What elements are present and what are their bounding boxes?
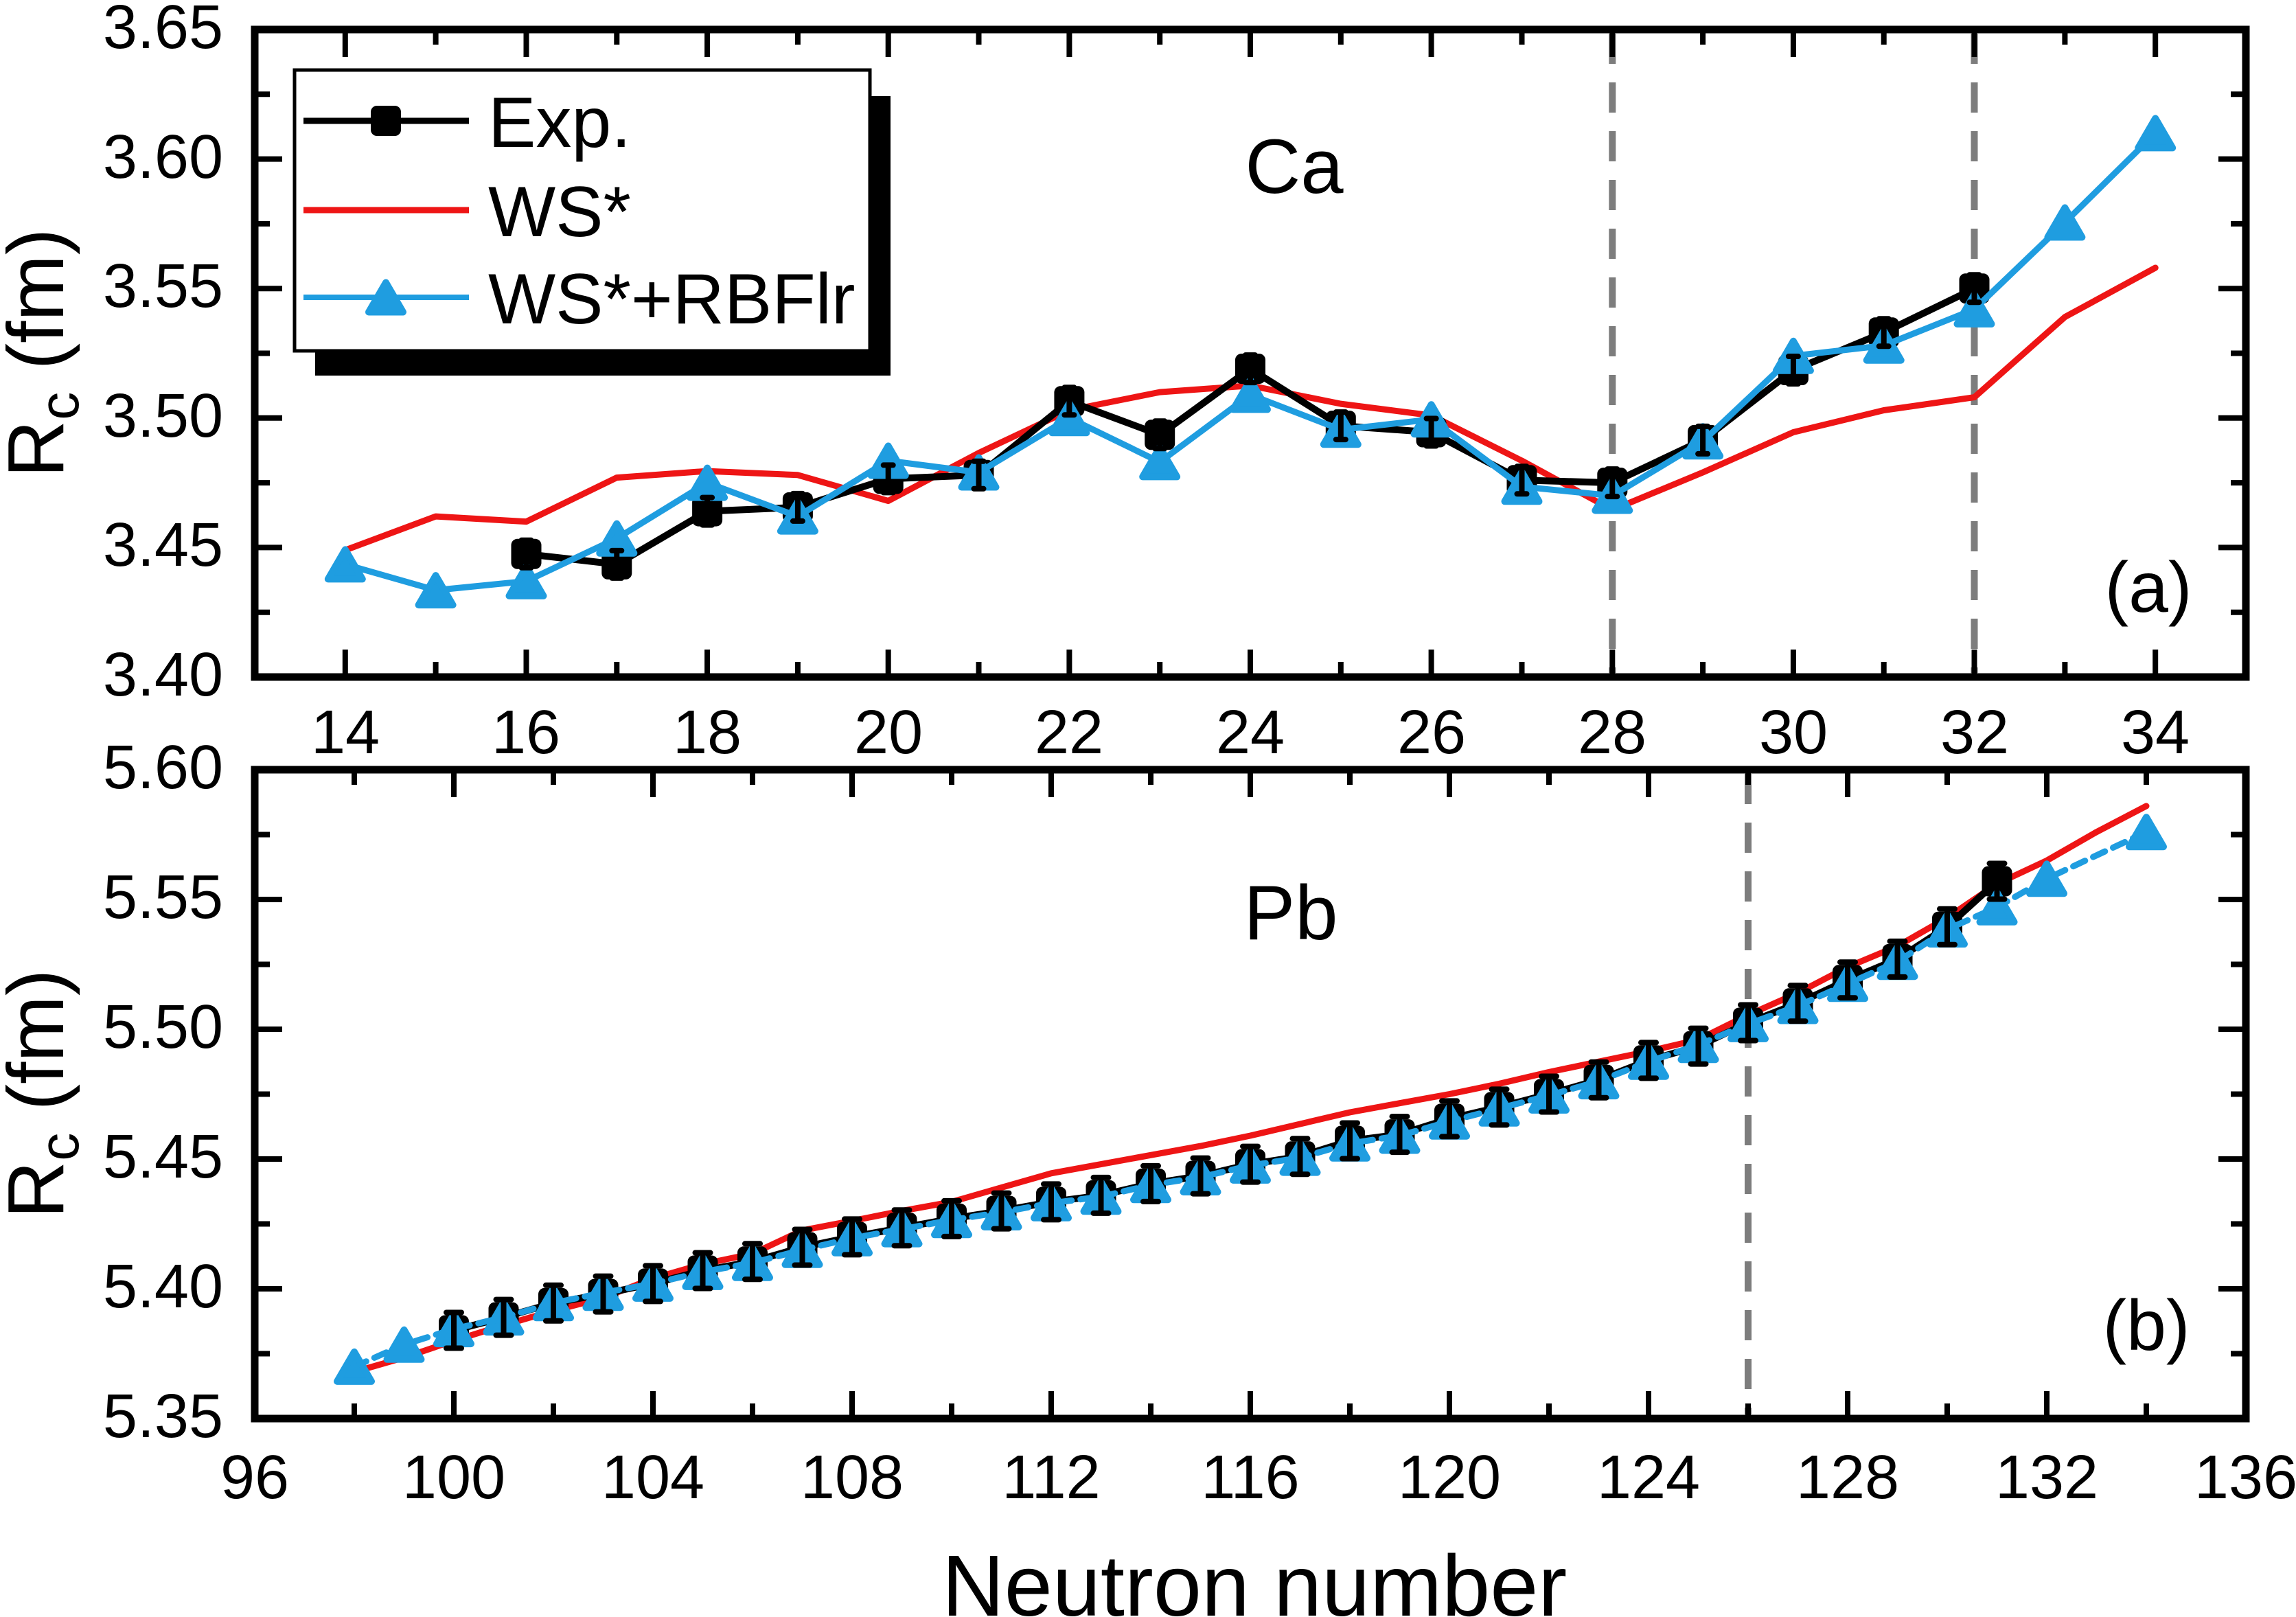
svg-text:Rc (fm): Rc (fm) <box>0 228 91 477</box>
svg-text:5.55: 5.55 <box>103 863 223 932</box>
svg-text:Ca: Ca <box>1245 124 1344 209</box>
svg-text:128: 128 <box>1796 1443 1899 1512</box>
svg-text:18: 18 <box>673 698 742 767</box>
svg-text:3.50: 3.50 <box>103 382 223 450</box>
svg-text:3.45: 3.45 <box>103 511 223 580</box>
svg-text:Rc (fm): Rc (fm) <box>0 969 91 1218</box>
svg-text:5.35: 5.35 <box>103 1382 223 1451</box>
svg-text:120: 120 <box>1398 1443 1501 1512</box>
svg-text:3.40: 3.40 <box>103 641 223 709</box>
svg-text:5.50: 5.50 <box>103 993 223 1062</box>
svg-text:WS*: WS* <box>488 172 631 252</box>
svg-text:16: 16 <box>492 698 560 767</box>
svg-text:5.40: 5.40 <box>103 1252 223 1321</box>
svg-text:104: 104 <box>601 1443 704 1512</box>
svg-text:(a): (a) <box>2104 548 2192 628</box>
svg-text:124: 124 <box>1597 1443 1700 1512</box>
svg-text:WS*+RBFlr: WS*+RBFlr <box>488 260 855 339</box>
svg-text:136: 136 <box>2194 1443 2296 1512</box>
svg-text:Exp.: Exp. <box>488 83 631 163</box>
svg-text:132: 132 <box>1995 1443 2098 1512</box>
svg-text:100: 100 <box>402 1443 505 1512</box>
svg-text:34: 34 <box>2121 698 2190 767</box>
svg-text:24: 24 <box>1216 698 1285 767</box>
svg-text:96: 96 <box>220 1443 289 1512</box>
svg-text:28: 28 <box>1578 698 1646 767</box>
svg-text:3.65: 3.65 <box>103 0 223 62</box>
svg-text:(b): (b) <box>2102 1286 2190 1366</box>
svg-text:116: 116 <box>1201 1443 1299 1512</box>
svg-text:20: 20 <box>854 698 923 767</box>
svg-text:14: 14 <box>311 698 380 767</box>
svg-text:108: 108 <box>801 1443 904 1512</box>
svg-text:3.55: 3.55 <box>103 252 223 321</box>
svg-text:112: 112 <box>1002 1443 1100 1512</box>
svg-text:Pb: Pb <box>1244 870 1338 956</box>
svg-text:30: 30 <box>1759 698 1828 767</box>
svg-text:22: 22 <box>1035 698 1103 767</box>
svg-text:5.45: 5.45 <box>103 1123 223 1191</box>
svg-text:26: 26 <box>1397 698 1466 767</box>
svg-text:Neutron number: Neutron number <box>942 1537 1568 1617</box>
svg-text:3.60: 3.60 <box>103 123 223 192</box>
svg-text:32: 32 <box>1940 698 2009 767</box>
svg-text:5.60: 5.60 <box>103 733 223 802</box>
